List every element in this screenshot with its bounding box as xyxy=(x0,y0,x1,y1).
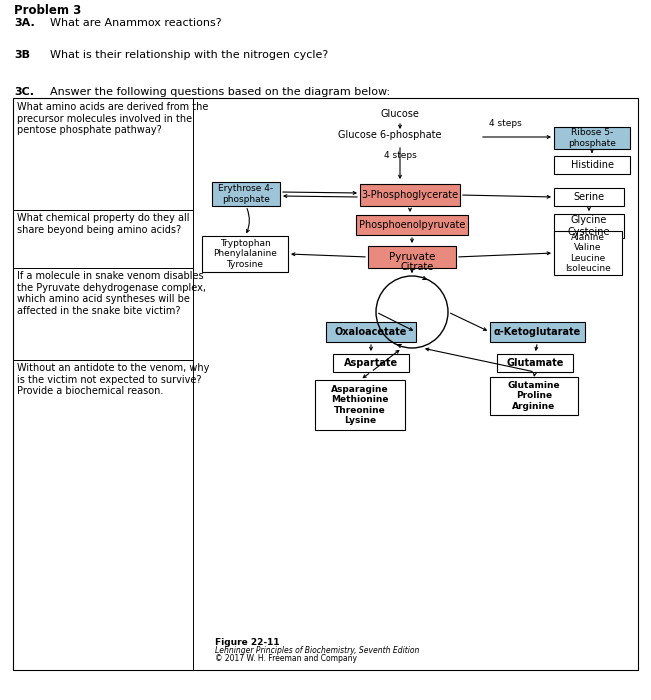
Text: Pyruvate: Pyruvate xyxy=(389,252,435,262)
Text: Ribose 5-
phosphate: Ribose 5- phosphate xyxy=(568,128,616,148)
Text: Figure 22-11: Figure 22-11 xyxy=(215,638,280,647)
Bar xyxy=(490,322,585,342)
Text: Glucose 6-phosphate: Glucose 6-phosphate xyxy=(339,130,442,140)
Text: 3C.: 3C. xyxy=(14,87,34,97)
Text: Citrate: Citrate xyxy=(400,262,434,272)
Bar xyxy=(202,236,288,272)
Bar xyxy=(554,214,624,238)
Text: What amino acids are derived from the
precursor molecules involved in the
pentos: What amino acids are derived from the pr… xyxy=(17,102,208,135)
Text: α-Ketoglutarate: α-Ketoglutarate xyxy=(494,327,581,337)
Bar xyxy=(333,354,409,372)
Text: Histidine: Histidine xyxy=(570,160,613,170)
Bar xyxy=(356,215,468,235)
Text: Erythrose 4-
phosphate: Erythrose 4- phosphate xyxy=(219,184,273,204)
Text: 4 steps: 4 steps xyxy=(383,150,417,160)
Bar xyxy=(13,98,638,670)
Bar xyxy=(360,184,460,206)
Text: Problem 3: Problem 3 xyxy=(14,4,81,17)
Text: If a molecule in snake venom disables
the Pyruvate dehydrogenase complex,
which : If a molecule in snake venom disables th… xyxy=(17,271,206,316)
Text: Glucose: Glucose xyxy=(381,109,419,119)
Text: Without an antidote to the venom, why
is the victim not expected to survive?
Pro: Without an antidote to the venom, why is… xyxy=(17,363,210,396)
Text: 3A.: 3A. xyxy=(14,18,35,28)
Bar xyxy=(315,380,405,430)
Text: Aspartate: Aspartate xyxy=(344,358,398,368)
Text: Phosphoenolpyruvate: Phosphoenolpyruvate xyxy=(359,220,465,230)
Bar xyxy=(554,188,624,206)
Text: Tryptophan
Phenylalanine
Tyrosine: Tryptophan Phenylalanine Tyrosine xyxy=(213,239,277,269)
Text: © 2017 W. H. Freeman and Company: © 2017 W. H. Freeman and Company xyxy=(215,654,357,663)
Text: Oxaloacetate: Oxaloacetate xyxy=(335,327,407,337)
Text: Lehninger Principles of Biochemistry, Seventh Edition: Lehninger Principles of Biochemistry, Se… xyxy=(215,646,419,655)
Bar xyxy=(326,322,416,342)
Text: 3B: 3B xyxy=(14,50,30,60)
Text: What is their relationship with the nitrogen cycle?: What is their relationship with the nitr… xyxy=(50,50,328,60)
Bar xyxy=(490,377,578,415)
Text: Asparagine
Methionine
Threonine
Lysine: Asparagine Methionine Threonine Lysine xyxy=(331,385,389,425)
Text: Answer the following questions based on the diagram below:: Answer the following questions based on … xyxy=(50,87,390,97)
Text: Alanine
Valine
Leucine
Isoleucine: Alanine Valine Leucine Isoleucine xyxy=(565,233,611,273)
Text: Glycine
Cysteine: Glycine Cysteine xyxy=(568,215,610,237)
Bar xyxy=(554,156,630,174)
Bar xyxy=(554,231,622,275)
Text: Serine: Serine xyxy=(574,192,605,202)
Text: What chemical property do they all
share beyond being amino acids?: What chemical property do they all share… xyxy=(17,213,189,234)
Text: 3-Phosphoglycerate: 3-Phosphoglycerate xyxy=(361,190,458,200)
Bar xyxy=(212,182,280,206)
Text: 4 steps: 4 steps xyxy=(489,118,521,127)
Bar xyxy=(497,354,573,372)
Bar xyxy=(368,246,456,268)
Bar xyxy=(554,127,630,149)
Text: What are Anammox reactions?: What are Anammox reactions? xyxy=(50,18,221,28)
Text: Glutamate: Glutamate xyxy=(506,358,564,368)
Text: Glutamine
Proline
Arginine: Glutamine Proline Arginine xyxy=(508,381,561,411)
